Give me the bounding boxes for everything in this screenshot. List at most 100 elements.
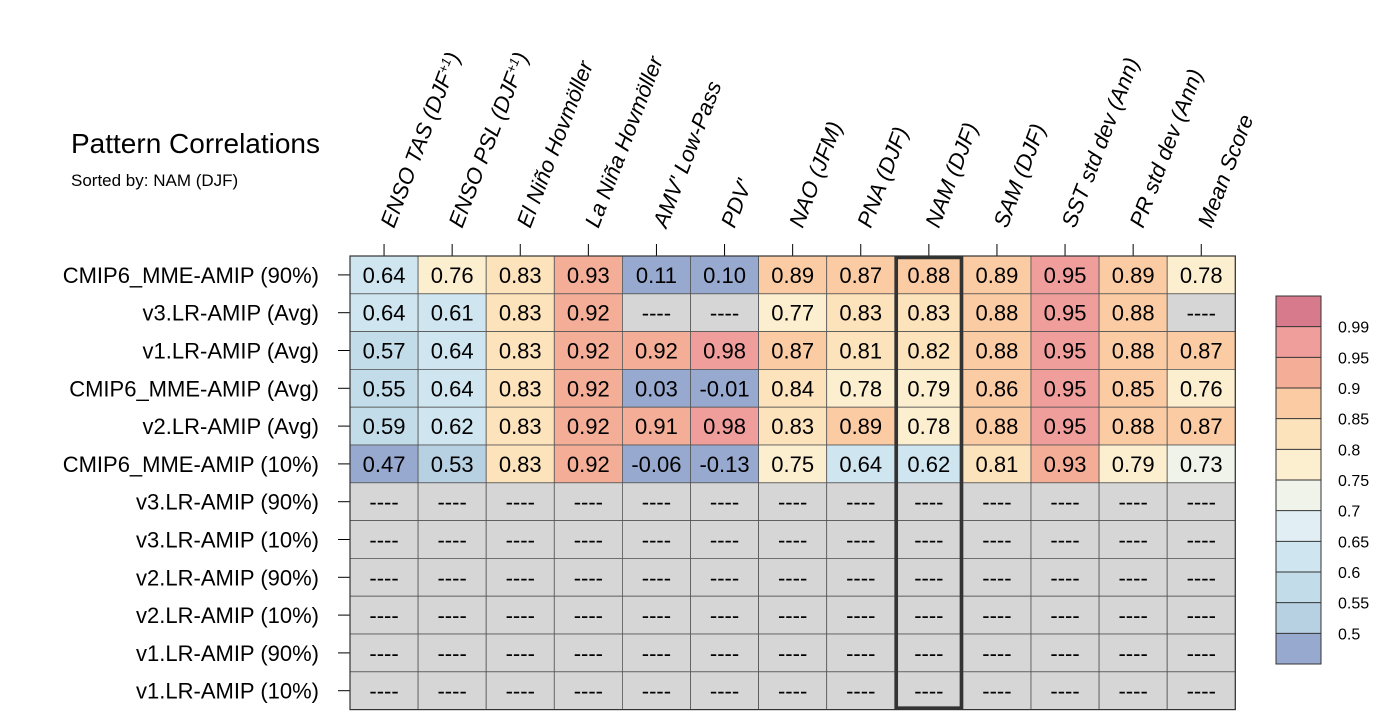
- row-label: v2.LR-AMIP (90%): [136, 565, 319, 590]
- cell-value-label: ----: [437, 528, 466, 553]
- heatmap-cell: [1030, 331, 1100, 370]
- heatmap-cell: [1098, 520, 1168, 559]
- colorbar-segment: [1276, 296, 1321, 327]
- cell-value-label: ----: [642, 603, 671, 628]
- heatmap-cell: [826, 368, 896, 408]
- heatmap-cell: [349, 293, 419, 332]
- cell-value-label: 0.64: [839, 452, 882, 477]
- cell-value-label: ----: [778, 679, 807, 704]
- row-label: v1.LR-AMIP (10%): [136, 679, 319, 704]
- colorbar-tick-label: 0.55: [1338, 596, 1369, 613]
- cell-value-label: ----: [1050, 679, 1079, 704]
- cell-value-label: ----: [710, 641, 739, 666]
- heatmap-cell: [690, 595, 759, 635]
- cell-value-label: 0.89: [839, 414, 882, 439]
- heatmap-cell: [962, 444, 1032, 484]
- heatmap-cell: [553, 558, 623, 597]
- cell-value-label: ----: [506, 490, 535, 515]
- colorbar-segment: [1276, 572, 1321, 603]
- heatmap-cell: [485, 255, 555, 295]
- cell-value-label: ----: [778, 490, 807, 515]
- row-label: CMIP6_MME-AMIP (90%): [63, 263, 319, 288]
- colorbar-tick-label: 0.75: [1338, 473, 1369, 490]
- cell-value-label: ----: [710, 301, 739, 326]
- heatmap-cell: [553, 406, 623, 446]
- cell-value-label: 0.95: [1044, 263, 1087, 288]
- cell-value-label: ----: [642, 490, 671, 515]
- cell-value-label: ----: [437, 603, 466, 628]
- heatmap-cell: [1098, 671, 1168, 710]
- heatmap-cell: [826, 331, 896, 370]
- cell-value-label: 0.93: [567, 263, 610, 288]
- heatmap-cell: [962, 482, 1032, 521]
- heatmap-cell: [894, 255, 964, 295]
- cell-value-label: ----: [710, 565, 739, 590]
- heatmap-cell: [417, 482, 487, 521]
- cell-value-label: 0.75: [771, 452, 814, 477]
- heatmap-cell: [962, 406, 1032, 446]
- cell-value-label: ----: [846, 641, 875, 666]
- cell-value-label: 0.86: [976, 376, 1019, 401]
- cell-value-label: ----: [642, 641, 671, 666]
- heatmap-cell: [349, 482, 419, 521]
- heatmap-cell: [1098, 595, 1168, 635]
- cell-value-label: 0.88: [1112, 301, 1155, 326]
- cell-value-label: 0.87: [771, 339, 814, 364]
- cell-value-label: ----: [437, 490, 466, 515]
- cell-value-label: 0.78: [839, 376, 882, 401]
- heatmap-cell: [553, 255, 623, 295]
- chart-subtitle: Sorted by: NAM (DJF): [71, 171, 238, 190]
- cell-value-label: 0.83: [499, 452, 542, 477]
- row-label: v3.LR-AMIP (10%): [136, 528, 319, 553]
- cell-value-label: ----: [982, 641, 1011, 666]
- cell-value-label: 0.64: [363, 301, 406, 326]
- cell-value-label: ----: [1050, 641, 1079, 666]
- heatmap-cell: [758, 444, 828, 484]
- cell-value-label: ----: [914, 490, 943, 515]
- cell-value-label: ----: [982, 603, 1011, 628]
- cell-value-label: 0.88: [907, 263, 950, 288]
- cell-value-label: ----: [1187, 301, 1216, 326]
- heatmap-cell: [622, 482, 691, 521]
- cell-value-label: 0.79: [1112, 452, 1155, 477]
- column-label: PDV': [716, 175, 757, 231]
- cell-value-label: ----: [778, 641, 807, 666]
- cell-value-label: 0.88: [1112, 414, 1155, 439]
- heatmap-cell: [1030, 293, 1100, 332]
- cell-value-label: 0.89: [771, 263, 814, 288]
- colorbar-segment: [1276, 480, 1321, 511]
- heatmap-cell: [417, 331, 487, 370]
- heatmap-cell: [417, 255, 487, 295]
- heatmap-cell: [1030, 595, 1100, 635]
- heatmap-cells: 0.64 0.76 0.83 0.93 0.11 0.10 0.89 0.87 0.88 0.89…: [349, 255, 1236, 711]
- cell-value-label: 0.10: [703, 263, 746, 288]
- cell-value-label: -0.06: [631, 452, 681, 477]
- cell-value-label: ----: [710, 603, 739, 628]
- heatmap-cell: [622, 293, 691, 332]
- cell-value-label: ----: [982, 679, 1011, 704]
- cell-value-label: -0.13: [699, 452, 749, 477]
- cell-value-label: 0.47: [363, 452, 406, 477]
- column-label: SAM (DJF): [988, 120, 1050, 231]
- row-label: CMIP6_MME-AMIP (10%): [63, 452, 319, 477]
- cell-value-label: 0.88: [976, 339, 1019, 364]
- heatmap-cell: [690, 482, 759, 521]
- heatmap-cell: [417, 558, 487, 597]
- cell-value-label: ----: [437, 565, 466, 590]
- cell-value-label: 0.83: [499, 414, 542, 439]
- cell-value-label: 0.61: [431, 301, 474, 326]
- heatmap-cell: [1098, 331, 1168, 370]
- cell-value-label: ----: [574, 490, 603, 515]
- heatmap-cell: [417, 595, 487, 635]
- heatmap-cell: [690, 293, 759, 332]
- cell-value-label: 0.98: [703, 414, 746, 439]
- heatmap-cell: [962, 255, 1032, 295]
- cell-value-label: ----: [982, 528, 1011, 553]
- cell-value-label: ----: [1050, 490, 1079, 515]
- heatmap-cell: [622, 671, 691, 710]
- cell-value-label: ----: [1118, 528, 1147, 553]
- row-labels: CMIP6_MME-AMIP (90%) v3.LR-AMIP (Avg) v1.L…: [63, 263, 350, 704]
- cell-value-label: 0.76: [1180, 376, 1223, 401]
- heatmap-cell: [1166, 406, 1236, 446]
- heatmap-cell: [1166, 482, 1236, 521]
